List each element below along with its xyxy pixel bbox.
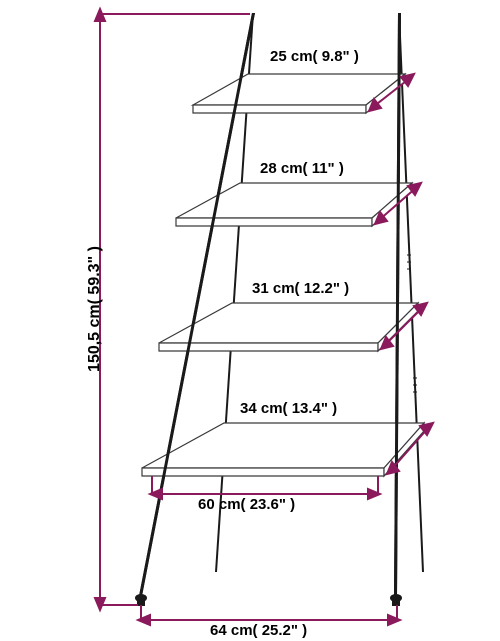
label-shelflen: 60 cm( 23.6" ) (198, 496, 295, 513)
label-shelf3: 31 cm( 12.2" ) (252, 280, 349, 297)
shelf-4 (142, 423, 424, 476)
label-height: 150,5 cm( 59.3" ) (86, 234, 104, 384)
diagram-svg (0, 0, 500, 641)
label-base: 64 cm( 25.2" ) (210, 622, 307, 639)
rear-leg-right (398, 13, 424, 572)
label-shelf4: 34 cm( 13.4" ) (240, 400, 337, 417)
label-shelf2: 28 cm( 11" ) (260, 160, 344, 177)
shelf-dimension-diagram: 150,5 cm( 59.3" ) 25 cm( 9.8" ) 28 cm( 1… (0, 0, 500, 641)
shelf-3 (159, 303, 418, 351)
label-shelf1: 25 cm( 9.8" ) (270, 48, 359, 65)
